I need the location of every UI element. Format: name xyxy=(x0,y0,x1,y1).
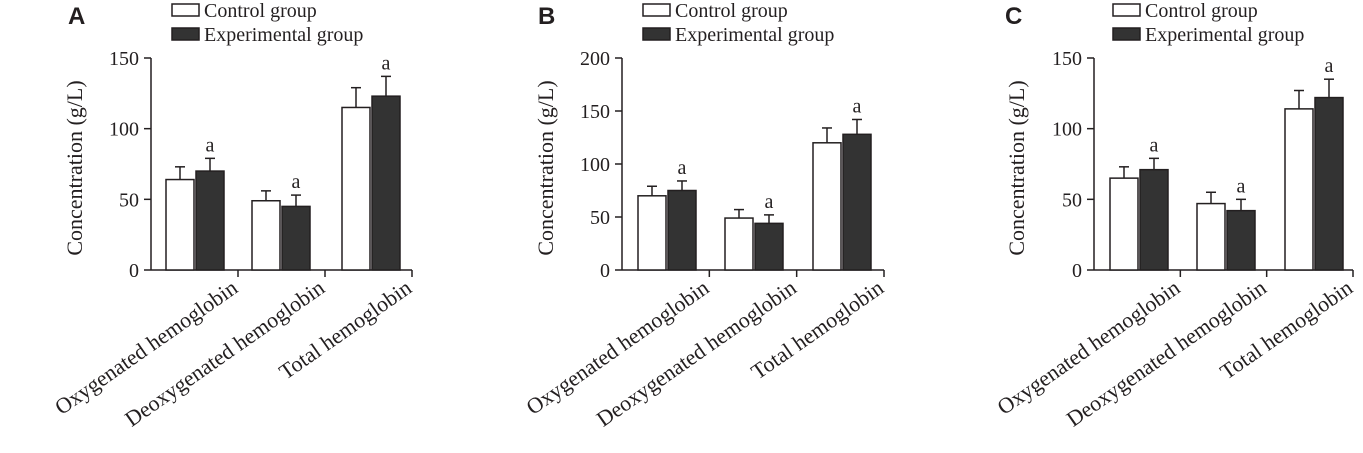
y-tick-label: 100 xyxy=(1052,119,1082,141)
legend-swatch xyxy=(1112,3,1141,17)
significance-label: a xyxy=(1237,175,1246,197)
bar-control xyxy=(812,142,842,271)
legend-swatch xyxy=(171,3,200,17)
y-tick-label: 50 xyxy=(590,207,610,229)
significance-label: a xyxy=(853,95,862,117)
bar-control xyxy=(1284,108,1314,271)
legend-swatch xyxy=(1112,27,1141,41)
y-tick-label: 50 xyxy=(1062,189,1082,211)
y-tick-label: 100 xyxy=(580,154,610,176)
panel-label: A xyxy=(68,3,85,30)
bar-experimental xyxy=(667,189,697,271)
bar-experimental xyxy=(1314,96,1344,271)
y-tick-label: 0 xyxy=(1072,260,1082,282)
bar-experimental xyxy=(281,205,311,271)
legend-swatch xyxy=(642,27,671,41)
legend-swatch xyxy=(171,27,200,41)
legend-label: Control group xyxy=(675,0,788,22)
legend-swatch xyxy=(642,3,671,17)
legend-label: Experimental group xyxy=(204,24,363,46)
panel-label: B xyxy=(538,3,555,30)
y-axis-title: Concentration (g/L) xyxy=(533,80,558,255)
bar-control xyxy=(251,199,281,271)
bar-experimental xyxy=(1226,209,1256,271)
bar-experimental xyxy=(371,95,401,271)
legend-label: Control group xyxy=(1145,0,1258,22)
bar-control xyxy=(637,195,667,271)
legend-label: Experimental group xyxy=(675,24,834,46)
bar-experimental xyxy=(195,170,225,271)
bar-experimental xyxy=(754,222,784,271)
significance-label: a xyxy=(765,191,774,213)
y-axis-title: Concentration (g/L) xyxy=(62,80,87,255)
legend-label: Experimental group xyxy=(1145,24,1304,46)
bar-experimental xyxy=(1139,168,1169,271)
panel-label: C xyxy=(1005,3,1022,30)
legend-label: Control group xyxy=(204,0,317,22)
bar-control xyxy=(1196,202,1226,271)
significance-label: a xyxy=(206,134,215,156)
y-tick-label: 200 xyxy=(580,48,610,70)
y-tick-label: 0 xyxy=(129,260,139,282)
y-tick-label: 150 xyxy=(109,48,139,70)
significance-label: a xyxy=(1325,55,1334,77)
y-tick-label: 150 xyxy=(580,101,610,123)
y-tick-label: 0 xyxy=(600,260,610,282)
bar-control xyxy=(341,106,371,271)
significance-label: a xyxy=(382,52,391,74)
y-tick-label: 150 xyxy=(1052,48,1082,70)
y-tick-label: 50 xyxy=(119,189,139,211)
bar-control xyxy=(165,178,195,271)
y-tick-label: 100 xyxy=(109,119,139,141)
significance-label: a xyxy=(292,171,301,193)
y-axis-title: Concentration (g/L) xyxy=(1004,80,1029,255)
bar-experimental xyxy=(842,133,872,271)
significance-label: a xyxy=(678,157,687,179)
significance-label: a xyxy=(1150,134,1159,156)
bar-control xyxy=(1109,177,1139,271)
bar-control xyxy=(724,217,754,271)
